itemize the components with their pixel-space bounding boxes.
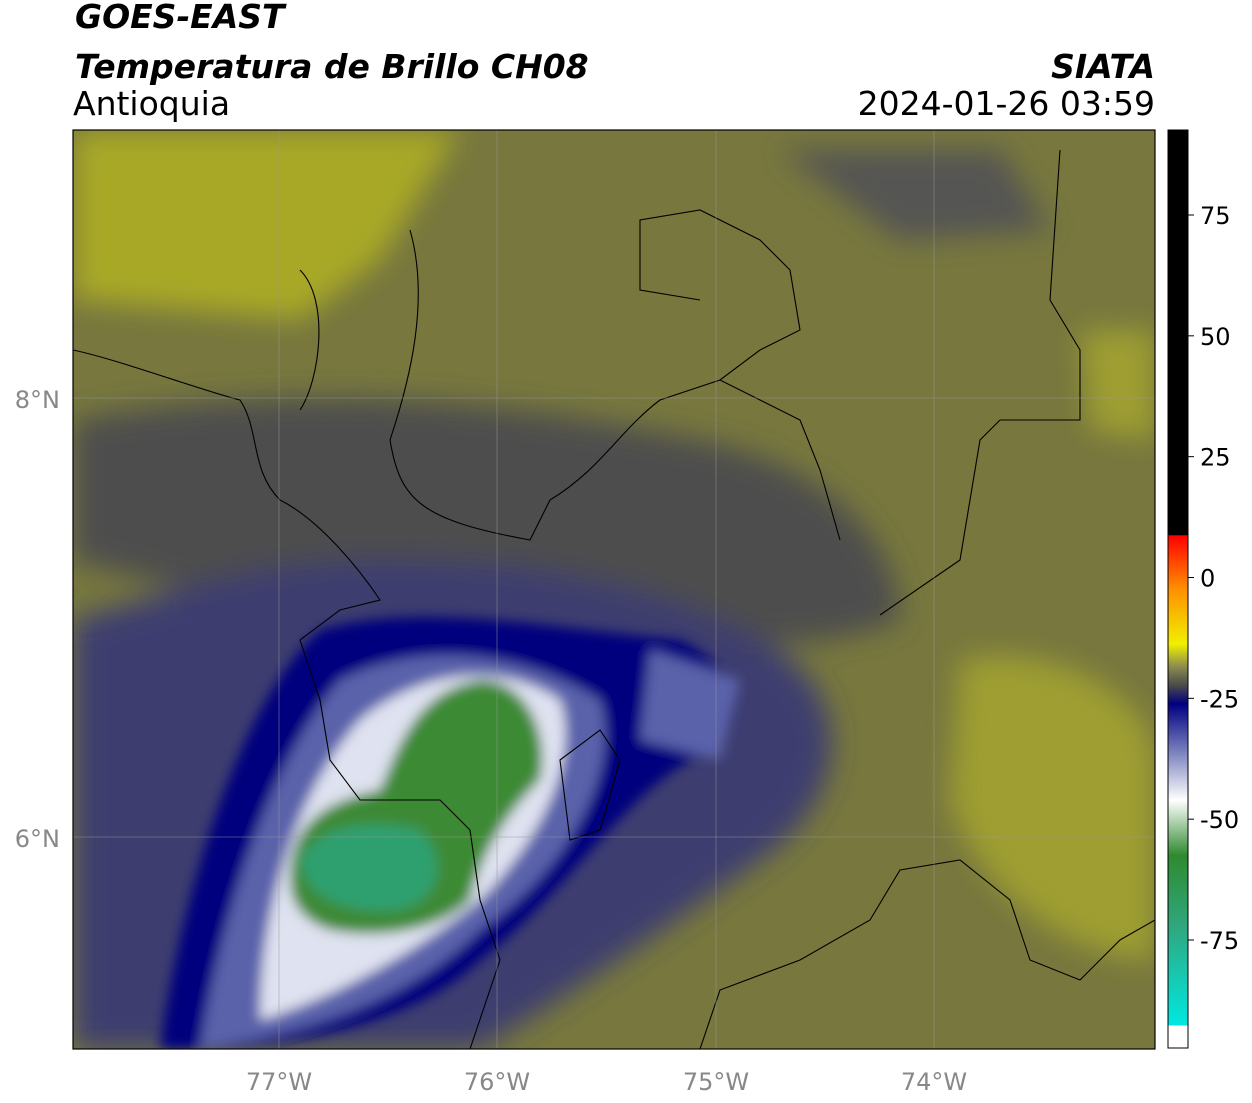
subtitle: Temperatura de Brillo CH08: [75, 47, 589, 86]
colorbar-tick-label: -25: [1200, 685, 1239, 713]
source: SIATA: [1051, 47, 1155, 86]
plot-frame: [72, 129, 1156, 1050]
lon-label: 75°W: [683, 1068, 749, 1096]
colorbar-tick-label: 75: [1200, 202, 1231, 230]
lon-label: 76°W: [464, 1068, 530, 1096]
lat-labels: 8°N 6°N: [15, 386, 60, 853]
colorbar-tick-label: 25: [1200, 444, 1231, 472]
grid: [73, 130, 1155, 1049]
lon-labels: 77°W 76°W 75°W 74°W: [246, 1068, 967, 1096]
title: GOES-EAST: [75, 0, 287, 36]
satellite-image: [73, 130, 1155, 1049]
lat-label: 8°N: [15, 386, 60, 414]
region: Antioquia: [73, 84, 230, 123]
colorbar-tick-label: 0: [1200, 565, 1215, 593]
lon-label: 77°W: [246, 1068, 312, 1096]
lon-label: 74°W: [901, 1068, 967, 1096]
lat-label: 6°N: [15, 825, 60, 853]
colorbar-ticks: 75 50 25 0 -25 -50 -75: [1188, 202, 1239, 955]
colorbar-tick-label: -50: [1200, 806, 1239, 834]
colorbar: [1167, 129, 1189, 1049]
borders: [73, 149, 1155, 1049]
colorbar-tick-label: 50: [1200, 323, 1231, 351]
colorbar-tick-label: -75: [1200, 927, 1239, 955]
datetime: 2024-01-26 03:59: [858, 84, 1155, 123]
